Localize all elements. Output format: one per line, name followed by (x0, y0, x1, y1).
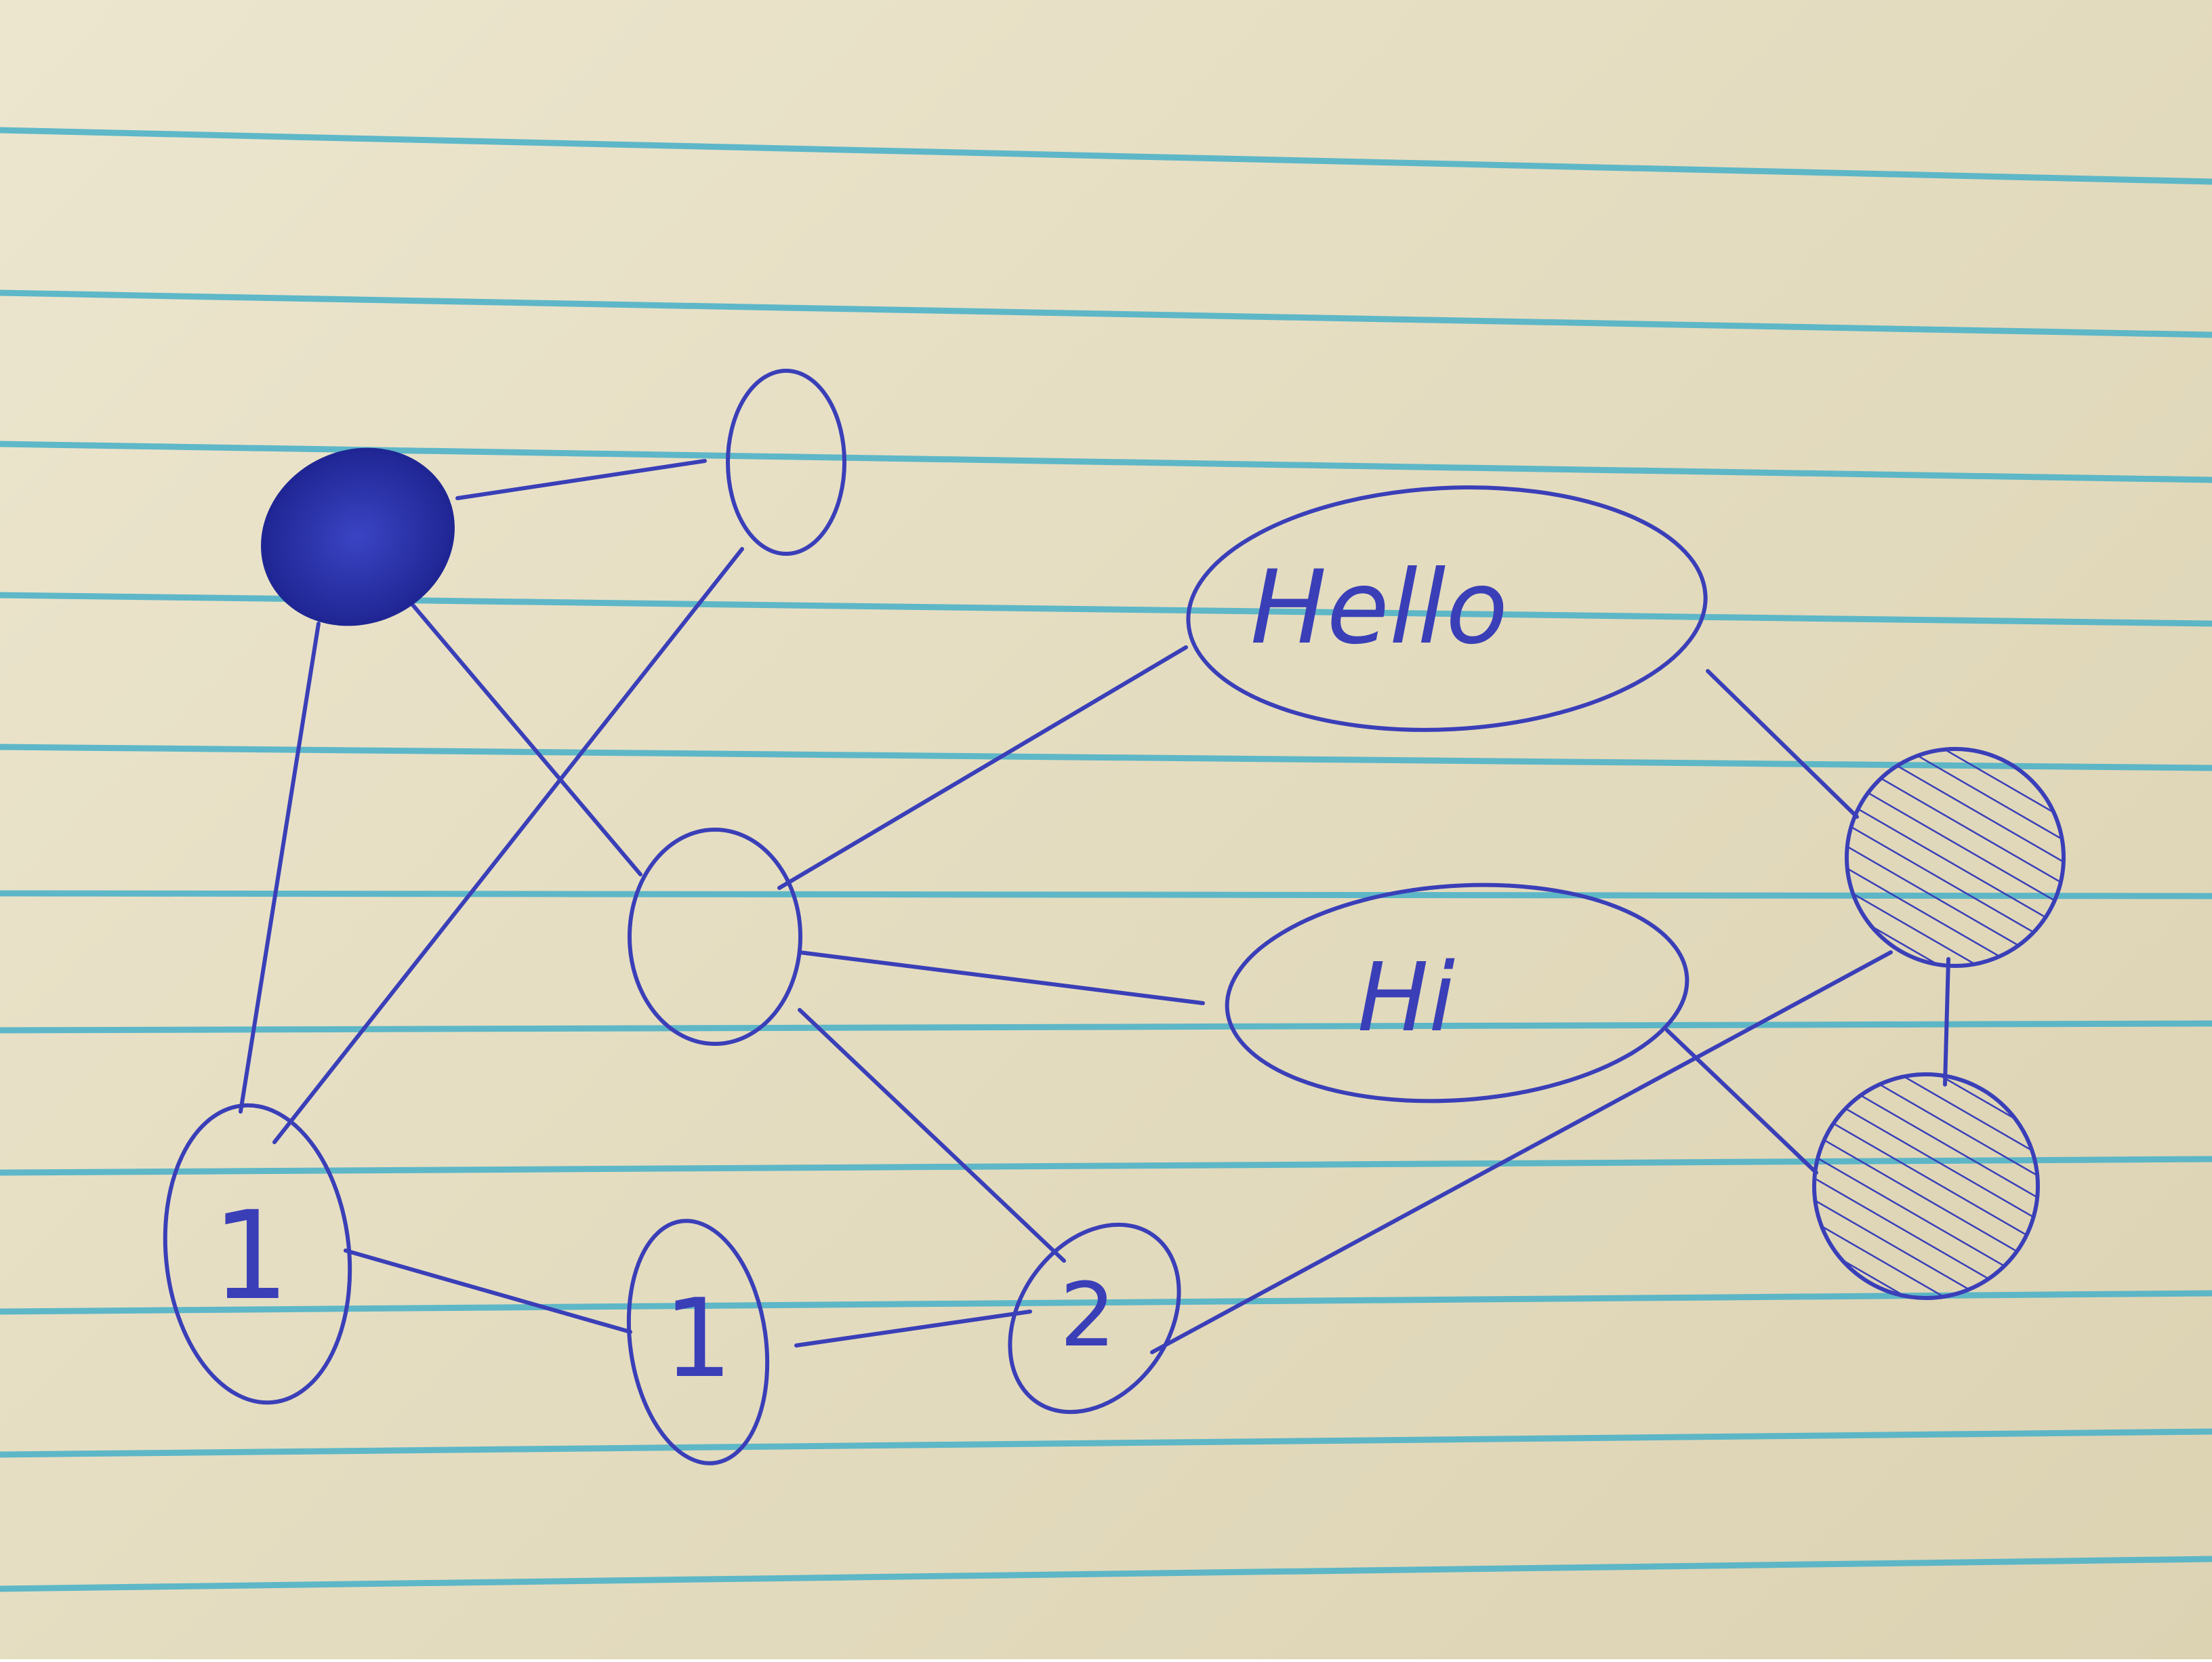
edge-filled-top (455, 459, 707, 500)
label-one-middle: 1 (663, 1275, 733, 1402)
label-one-left: 1 (212, 1185, 290, 1327)
node-top (726, 369, 846, 556)
edge-top-one-left (272, 547, 744, 1144)
label-hello: Hello (1250, 549, 1508, 667)
label-hi: Hi (1357, 943, 1455, 1053)
node-center (628, 828, 802, 1046)
rule-line (0, 1428, 2212, 1458)
label-two: 2 (1060, 1263, 1116, 1366)
edge-one-middle-two (794, 1310, 1032, 1347)
rule-line (0, 441, 2212, 483)
edge-hatched-upper-lower (1943, 957, 1950, 1087)
node-hatched-upper (1845, 747, 2066, 968)
node-hatched-lower (1812, 1072, 2040, 1300)
labels: Hello Hi 1 1 2 (212, 549, 1508, 1402)
edge-filled-center (398, 588, 642, 876)
rule-line (0, 1556, 2212, 1592)
edge-center-two (798, 1008, 1066, 1263)
edge-hello-hatched-upper (1706, 669, 1859, 819)
rule-line (0, 1290, 2212, 1315)
node-filled (261, 447, 455, 626)
edges (239, 459, 1950, 1354)
edge-filled-one-left (239, 622, 321, 1114)
node-hi (1225, 883, 1689, 1103)
node-two (1008, 1222, 1181, 1415)
node-hello (1186, 485, 1708, 732)
rule-line (0, 1020, 2212, 1034)
rule-lines (0, 127, 2212, 1592)
edge-center-hi (798, 950, 1205, 1005)
edge-one-left-one-middle (344, 1249, 632, 1334)
node-one-left (163, 1103, 352, 1405)
edge-center-hello (777, 645, 1188, 890)
rule-line (0, 127, 2212, 185)
edge-hi-hatched-lower (1665, 1028, 1818, 1175)
edge-hatched-upper-two (1150, 950, 1893, 1354)
rule-line (0, 289, 2212, 338)
node-one-middle (626, 1219, 770, 1465)
rule-line (0, 744, 2212, 771)
nodes (163, 369, 2066, 1465)
